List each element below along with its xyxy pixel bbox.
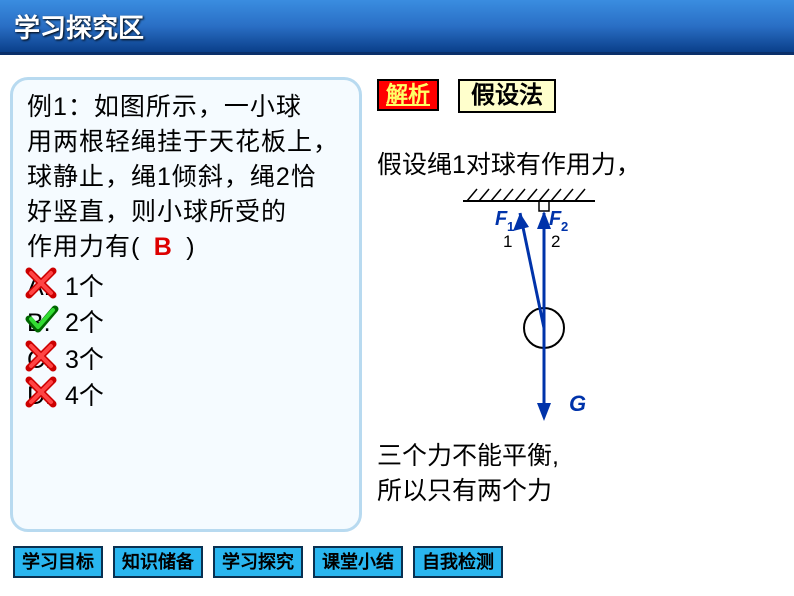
question-box: 例1：如图所示，一小球 用两根轻绳挂于天花板上， 球静止，绳1倾斜，绳2恰 好竖… (10, 77, 362, 532)
option-text: 4个 (65, 378, 104, 414)
cross-icon (25, 376, 59, 410)
force-diagram: F 1 F 2 1 2 G (445, 183, 665, 433)
analysis-button[interactable]: 解析 (377, 79, 439, 111)
option-a: A. 1个 (27, 269, 345, 305)
svg-text:2: 2 (551, 232, 560, 251)
nav-goals[interactable]: 学习目标 (13, 546, 103, 578)
question-text: 例1：如图所示，一小球 用两根轻绳挂于天花板上， 球静止，绳1倾斜，绳2恰 好竖… (27, 90, 345, 265)
option-text: 2个 (65, 305, 104, 341)
nav-prep[interactable]: 知识储备 (113, 546, 203, 578)
q-line: 作用力有( (27, 233, 140, 261)
q-line: 球静止，绳1倾斜，绳2恰 (27, 163, 317, 191)
check-icon (25, 303, 59, 337)
option-text: 1个 (65, 269, 104, 305)
option-b: B. 2个 (27, 305, 345, 341)
q-line: 用两根轻绳挂于天花板上， (27, 128, 339, 156)
nav-summary[interactable]: 课堂小结 (313, 546, 403, 578)
option-text: 3个 (65, 342, 104, 378)
option-c: C. 3个 (27, 342, 345, 378)
q-line: 例1：如图所示，一小球 (27, 93, 302, 121)
nav-selftest[interactable]: 自我检测 (413, 546, 503, 578)
q-line: 好竖直，则小球所受的 (27, 198, 287, 226)
assumption-text: 假设绳1对球有作用力， (377, 145, 641, 181)
answer-letter: B (148, 230, 178, 265)
title-bar: 学习探究区 (0, 0, 794, 55)
q-close: ) (186, 233, 195, 261)
svg-text:1: 1 (503, 232, 512, 251)
conclusion-text: 三个力不能平衡, 所以只有两个力 (377, 439, 559, 509)
nav-explore[interactable]: 学习探究 (213, 546, 303, 578)
options-list: A. 1个 B. 2个 C. 3个 D. (27, 269, 345, 414)
svg-text:2: 2 (561, 219, 568, 234)
cross-icon (25, 340, 59, 374)
conclusion-line: 三个力不能平衡, (377, 442, 559, 470)
content-area: 例1：如图所示，一小球 用两根轻绳挂于天花板上， 球静止，绳1倾斜，绳2恰 好竖… (0, 55, 794, 596)
method-label: 假设法 (458, 79, 556, 113)
cross-icon (25, 267, 59, 301)
page-title: 学习探究区 (14, 8, 144, 45)
svg-text:G: G (569, 391, 586, 416)
nav-bar: 学习目标 知识储备 学习探究 课堂小结 自我检测 (13, 546, 503, 578)
option-d: D. 4个 (27, 378, 345, 414)
conclusion-line: 所以只有两个力 (377, 477, 552, 505)
